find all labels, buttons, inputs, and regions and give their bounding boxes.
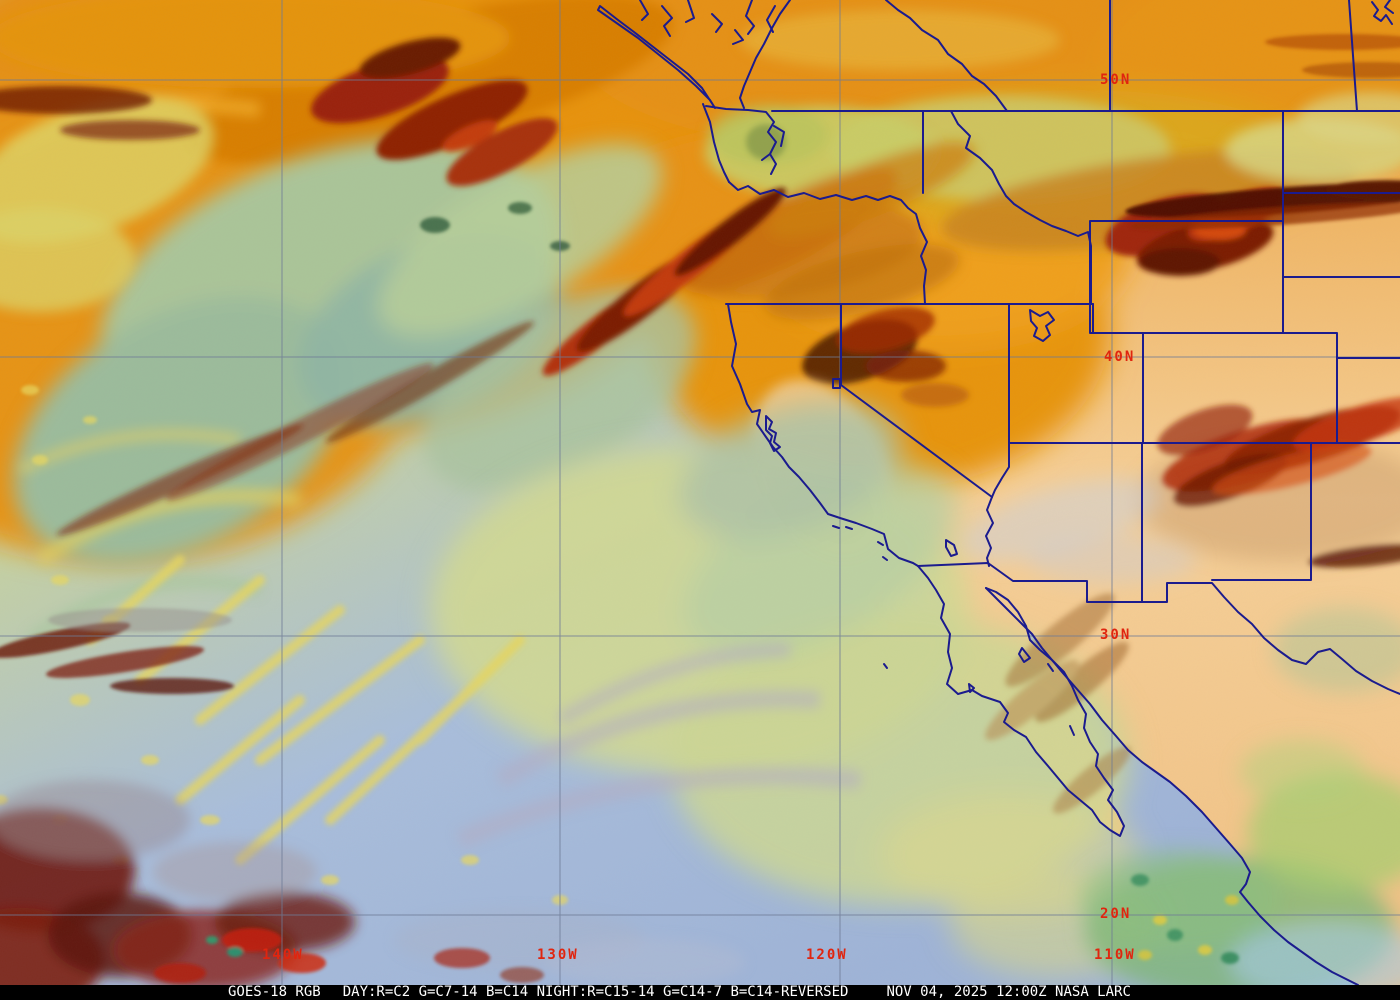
grid-label-50n: 50N xyxy=(1100,72,1132,88)
grid-label-20n: 20N xyxy=(1100,906,1132,922)
grid-label-30n: 30N xyxy=(1100,627,1132,643)
grid-label-120w: 120W xyxy=(806,947,848,963)
grid-label-40n: 40N xyxy=(1104,349,1136,365)
grid-label-140w: 140W xyxy=(262,947,304,963)
state-borders xyxy=(597,0,1400,985)
status-bar: GOES-18 RGB DAY:R=C2 G=C7-14 B=C14 NIGHT… xyxy=(0,985,1400,1000)
grid-label-110w: 110W xyxy=(1094,947,1136,963)
timestamp-credit: NOV 04, 2025 12:00Z NASA LARC xyxy=(886,984,1131,1000)
channel-recipe: DAY:R=C2 G=C7-14 B=C14 NIGHT:R=C15-14 G=… xyxy=(342,984,849,1000)
grid-label-130w: 130W xyxy=(537,947,579,963)
product-name: GOES-18 RGB xyxy=(228,984,321,1000)
